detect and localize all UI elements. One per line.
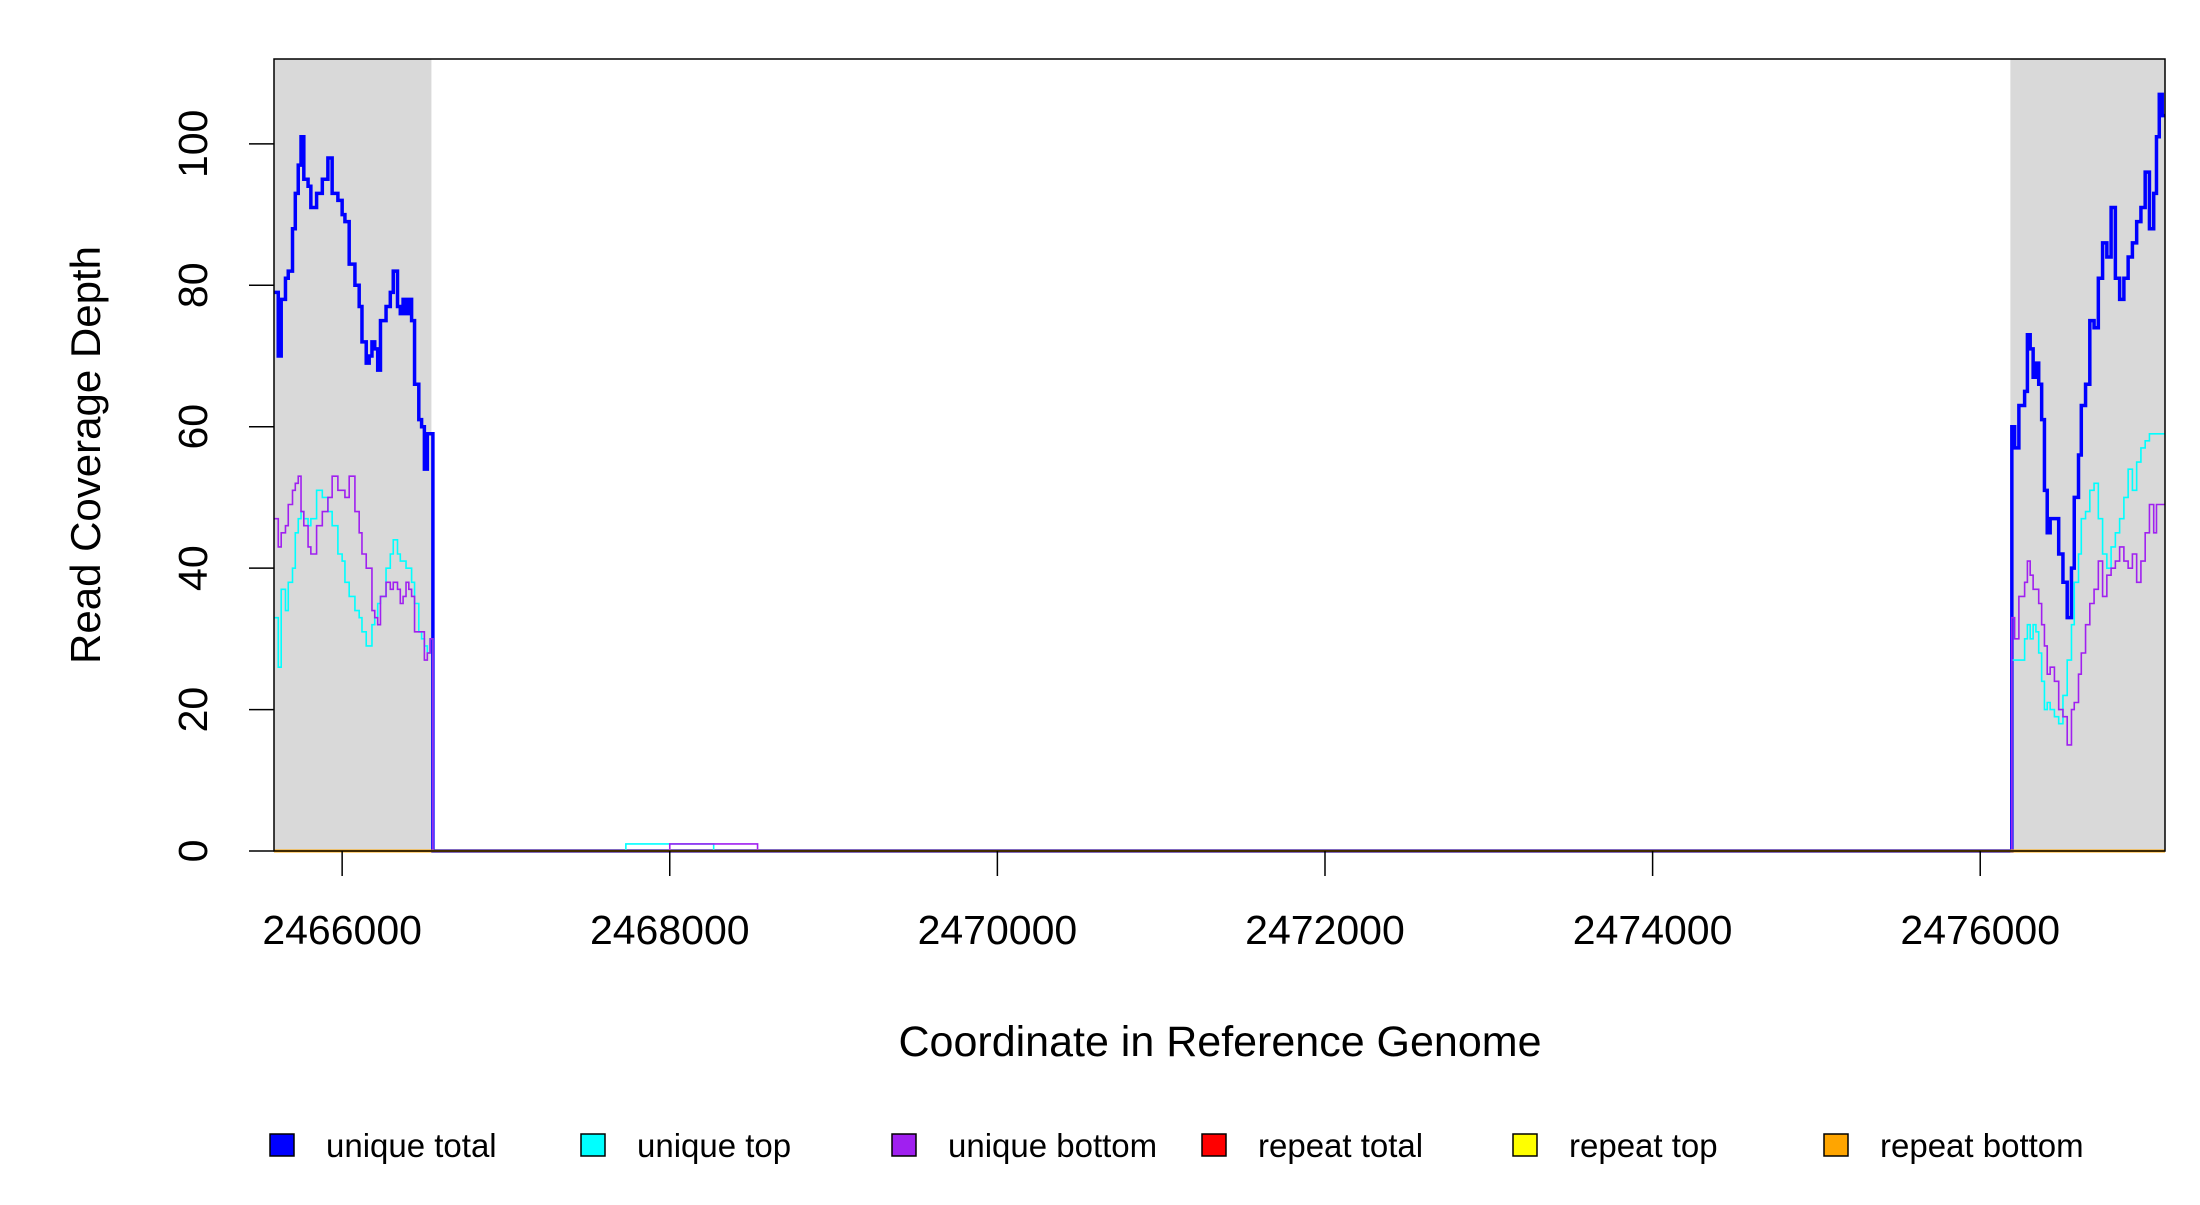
legend-swatch [1512,1133,1538,1157]
y-tick-label: 20 [170,687,216,733]
legend-label: unique top [637,1127,791,1164]
x-tick-label: 2476000 [1900,907,2060,953]
y-tick-label: 60 [170,404,216,450]
plot-frame [273,58,2166,852]
series-line-unique-total [274,92,2165,853]
x-tick-label: 2468000 [590,907,750,953]
x-tick-label: 2472000 [1245,907,1405,953]
y-tick-label: 80 [170,262,216,308]
y-axis: 0 20 40 60 80 100 [170,110,274,863]
legend-label: unique total [326,1127,497,1164]
y-axis-label: Read Coverage Depth [62,246,109,664]
shaded-region [274,59,432,851]
legend-item-unique-top: unique top [580,1127,791,1164]
legend-swatch [580,1133,606,1157]
legend-label: repeat top [1569,1127,1718,1164]
x-tick-label: 2470000 [918,907,1078,953]
legend-swatch [1201,1133,1227,1157]
legend-label: repeat bottom [1880,1127,2084,1164]
x-tick-label: 2466000 [262,907,422,953]
legend-item-unique-total: unique total [269,1127,497,1164]
legend-item-unique-bottom: unique bottom [891,1127,1157,1164]
x-axis-label: Coordinate in Reference Genome [899,1018,1542,1066]
legend-item-repeat-total: repeat total [1201,1127,1423,1164]
legend-item-repeat-bottom: repeat bottom [1823,1127,2084,1164]
legend: unique total unique top unique bottom repea… [269,1127,2084,1164]
x-tick-label: 2474000 [1573,907,1733,953]
y-tick-label: 40 [170,545,216,591]
shaded-regions [274,59,2165,851]
y-tick-label: 0 [170,840,216,863]
legend-swatch [891,1133,917,1157]
series-line-unique-bottom [274,475,2165,852]
legend-label: unique bottom [948,1127,1157,1164]
legend-item-repeat-top: repeat top [1512,1127,1718,1164]
y-tick-label: 100 [170,110,216,178]
legend-swatch [269,1133,295,1157]
series-lines [274,92,2165,853]
legend-label: repeat total [1258,1127,1423,1164]
legend-swatch [1823,1133,1849,1157]
series-line-unique-top [274,432,2165,852]
shaded-region [2010,59,2165,851]
x-axis: 2466000 2468000 2470000 2472000 2474000 24760… [262,851,2060,953]
